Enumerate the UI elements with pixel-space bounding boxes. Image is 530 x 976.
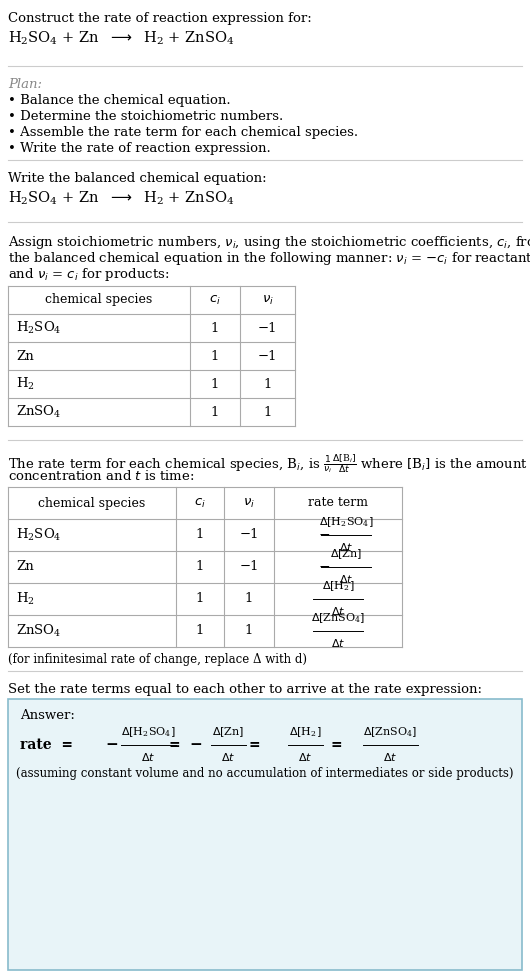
Text: −1: −1 xyxy=(239,528,259,542)
Text: $\Delta t$: $\Delta t$ xyxy=(383,751,397,763)
Text: 1: 1 xyxy=(245,625,253,637)
Text: and $\mathit{\nu}_i$ = $\mathit{c}_i$ for products:: and $\mathit{\nu}_i$ = $\mathit{c}_i$ fo… xyxy=(8,266,169,283)
Text: chemical species: chemical species xyxy=(38,497,146,509)
Text: −: − xyxy=(190,738,202,752)
Text: • Determine the stoichiometric numbers.: • Determine the stoichiometric numbers. xyxy=(8,110,283,123)
Text: $\mathregular{H_2SO_4}$: $\mathregular{H_2SO_4}$ xyxy=(16,320,61,336)
Text: $\Delta[\mathregular{Zn}]$: $\Delta[\mathregular{Zn}]$ xyxy=(330,548,362,561)
Text: −: − xyxy=(318,528,330,542)
Text: $\Delta[\mathregular{ZnSO_4}]$: $\Delta[\mathregular{ZnSO_4}]$ xyxy=(311,611,365,625)
Text: 1: 1 xyxy=(196,592,204,605)
Text: Answer:: Answer: xyxy=(20,709,75,722)
Text: Zn: Zn xyxy=(16,349,34,362)
Text: $\mathregular{H_2SO_4}$ + Zn  $\longrightarrow$  $\mathregular{H_2}$ + $\mathreg: $\mathregular{H_2SO_4}$ + Zn $\longright… xyxy=(8,30,234,48)
Text: $\Delta[\mathregular{H_2}]$: $\Delta[\mathregular{H_2}]$ xyxy=(289,725,321,739)
Text: 1: 1 xyxy=(263,405,272,419)
Text: 1: 1 xyxy=(196,625,204,637)
Text: 1: 1 xyxy=(263,378,272,390)
Text: Assign stoichiometric numbers, $\mathit{\nu}_i$, using the stoichiometric coeffi: Assign stoichiometric numbers, $\mathit{… xyxy=(8,234,530,251)
Text: $\Delta[\mathregular{H_2SO_4}]$: $\Delta[\mathregular{H_2SO_4}]$ xyxy=(121,725,175,739)
Text: −1: −1 xyxy=(258,349,277,362)
Text: 1: 1 xyxy=(211,349,219,362)
Text: rate  =: rate = xyxy=(20,738,73,752)
Text: $\Delta[\mathregular{H_2}]$: $\Delta[\mathregular{H_2}]$ xyxy=(322,579,354,593)
Text: $\mathregular{ZnSO_4}$: $\mathregular{ZnSO_4}$ xyxy=(16,623,61,639)
Text: The rate term for each chemical species, $\mathregular{B}_i$, is $\frac{1}{\nu_i: The rate term for each chemical species,… xyxy=(8,452,528,475)
Text: Construct the rate of reaction expression for:: Construct the rate of reaction expressio… xyxy=(8,12,312,25)
Text: • Write the rate of reaction expression.: • Write the rate of reaction expression. xyxy=(8,142,271,155)
Text: $\mathregular{ZnSO_4}$: $\mathregular{ZnSO_4}$ xyxy=(16,404,61,420)
Text: $\mathregular{H_2SO_4}$: $\mathregular{H_2SO_4}$ xyxy=(16,527,61,543)
Text: rate term: rate term xyxy=(308,497,368,509)
Text: • Assemble the rate term for each chemical species.: • Assemble the rate term for each chemic… xyxy=(8,126,358,139)
Text: $\Delta t$: $\Delta t$ xyxy=(339,541,353,553)
Text: =: = xyxy=(248,738,260,752)
Text: 1: 1 xyxy=(211,321,219,335)
Text: $\mathit{c}_i$: $\mathit{c}_i$ xyxy=(209,294,221,306)
Text: 1: 1 xyxy=(211,405,219,419)
Text: $\Delta t$: $\Delta t$ xyxy=(221,751,235,763)
Text: $\Delta[\mathregular{Zn}]$: $\Delta[\mathregular{Zn}]$ xyxy=(212,725,244,739)
Text: $\mathregular{H_2}$: $\mathregular{H_2}$ xyxy=(16,376,35,392)
Text: the balanced chemical equation in the following manner: $\mathit{\nu}_i$ = $-\ma: the balanced chemical equation in the fo… xyxy=(8,250,530,267)
Text: Write the balanced chemical equation:: Write the balanced chemical equation: xyxy=(8,172,267,185)
Text: concentration and $t$ is time:: concentration and $t$ is time: xyxy=(8,469,195,483)
Text: $\mathregular{H_2SO_4}$ + Zn  $\longrightarrow$  $\mathregular{H_2}$ + $\mathreg: $\mathregular{H_2SO_4}$ + Zn $\longright… xyxy=(8,190,234,207)
Text: $\mathit{\nu}_i$: $\mathit{\nu}_i$ xyxy=(261,294,273,306)
Text: $\Delta t$: $\Delta t$ xyxy=(339,573,353,585)
Text: −: − xyxy=(318,560,330,574)
Text: 1: 1 xyxy=(245,592,253,605)
Text: Set the rate terms equal to each other to arrive at the rate expression:: Set the rate terms equal to each other t… xyxy=(8,683,482,696)
Text: $\Delta[\mathregular{H_2SO_4}]$: $\Delta[\mathregular{H_2SO_4}]$ xyxy=(319,515,373,529)
Text: −1: −1 xyxy=(258,321,277,335)
Text: 1: 1 xyxy=(196,528,204,542)
Text: (assuming constant volume and no accumulation of intermediates or side products): (assuming constant volume and no accumul… xyxy=(16,767,514,780)
Text: $\Delta t$: $\Delta t$ xyxy=(298,751,312,763)
Text: $\mathit{\nu}_i$: $\mathit{\nu}_i$ xyxy=(243,497,255,509)
Text: −1: −1 xyxy=(239,560,259,574)
Text: • Balance the chemical equation.: • Balance the chemical equation. xyxy=(8,94,231,107)
Text: =: = xyxy=(168,738,180,752)
Text: 1: 1 xyxy=(211,378,219,390)
Text: $\Delta[\mathregular{ZnSO_4}]$: $\Delta[\mathregular{ZnSO_4}]$ xyxy=(363,725,417,739)
Text: $\mathregular{H_2}$: $\mathregular{H_2}$ xyxy=(16,590,35,607)
Text: (for infinitesimal rate of change, replace Δ with d): (for infinitesimal rate of change, repla… xyxy=(8,653,307,666)
Text: $\Delta t$: $\Delta t$ xyxy=(141,751,155,763)
Text: $\Delta t$: $\Delta t$ xyxy=(331,637,345,649)
Text: =: = xyxy=(330,738,342,752)
Text: 1: 1 xyxy=(196,560,204,574)
Text: chemical species: chemical species xyxy=(46,294,153,306)
Text: −: − xyxy=(105,738,118,752)
Text: Zn: Zn xyxy=(16,560,34,574)
FancyBboxPatch shape xyxy=(8,699,522,970)
Text: Plan:: Plan: xyxy=(8,78,42,91)
Text: $\Delta t$: $\Delta t$ xyxy=(331,605,345,617)
Text: $\mathit{c}_i$: $\mathit{c}_i$ xyxy=(194,497,206,509)
